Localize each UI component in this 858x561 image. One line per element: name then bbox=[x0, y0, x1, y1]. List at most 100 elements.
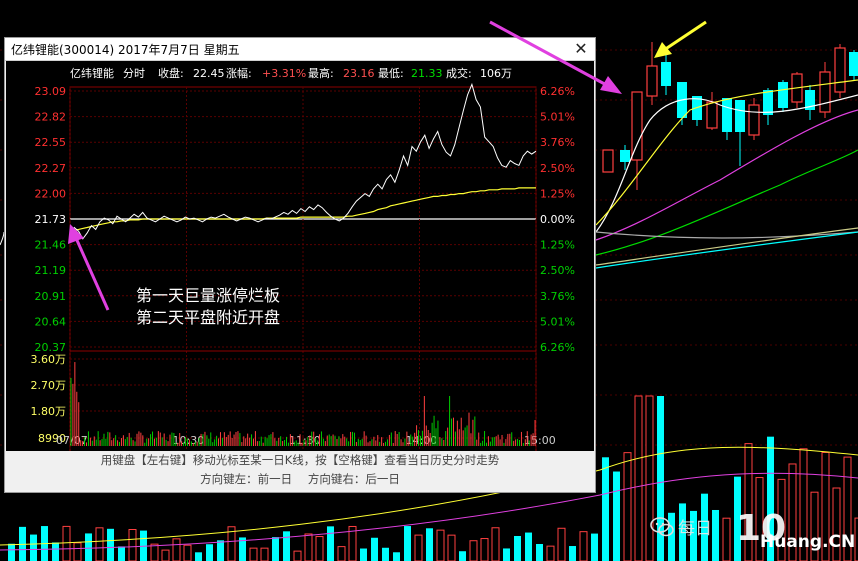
volume-bar bbox=[85, 533, 92, 561]
moving-average-line bbox=[595, 109, 858, 241]
volume-tick-label: 8990 bbox=[38, 432, 66, 445]
volume-bar bbox=[613, 471, 620, 561]
moving-average-line bbox=[0, 231, 5, 246]
candle-body bbox=[631, 91, 643, 161]
high-value: 23.16 bbox=[343, 67, 375, 80]
volume-bar bbox=[854, 517, 858, 561]
volume-bar bbox=[645, 395, 654, 561]
volume-bar bbox=[161, 549, 170, 561]
watermark-text: 每日 bbox=[678, 519, 712, 539]
moving-average-line bbox=[595, 149, 858, 256]
volume-bar bbox=[249, 547, 258, 561]
volume-bar bbox=[360, 548, 367, 561]
candle-body bbox=[819, 71, 831, 113]
hint-right: 方向键右：后一日 bbox=[307, 472, 400, 486]
dialog-title: 亿纬锂能(300014) 2017年7月7日 星期五 bbox=[11, 43, 240, 57]
candle-body bbox=[620, 150, 630, 162]
candle-body bbox=[849, 52, 858, 76]
volume-bar bbox=[447, 534, 456, 561]
low-label: 最低: bbox=[378, 67, 404, 80]
volume-bar bbox=[315, 536, 324, 561]
volume-ma-line bbox=[0, 472, 858, 551]
volume-bar bbox=[217, 540, 224, 561]
volume-tick-label: 1.80万 bbox=[31, 405, 67, 418]
volume-bar bbox=[8, 543, 15, 561]
time-tick-label: 07/07 bbox=[56, 434, 88, 447]
pct-tick-label: 1.25% bbox=[540, 239, 575, 252]
volume-bar bbox=[536, 543, 543, 561]
volume-bar bbox=[128, 528, 137, 561]
volume-bar bbox=[414, 534, 423, 561]
price-tick-label: 21.46 bbox=[35, 239, 67, 252]
volume-bar bbox=[712, 509, 719, 561]
moving-average-line bbox=[595, 227, 858, 266]
volume-bar bbox=[557, 527, 566, 561]
candle-body bbox=[834, 47, 846, 93]
price-tick-label: 20.64 bbox=[35, 315, 67, 328]
volume-bar bbox=[327, 526, 334, 561]
candle-body bbox=[763, 90, 773, 115]
volume-bar bbox=[491, 527, 500, 561]
candle-body bbox=[748, 104, 760, 136]
volume-bar bbox=[426, 528, 433, 561]
intraday-history-dialog: 亿纬锂能(300014) 2017年7月7日 星期五 ✕ 亿纬锂能 分时 收盘:… bbox=[4, 37, 596, 493]
price-tick-label: 23.09 bbox=[35, 85, 67, 98]
dialog-titlebar[interactable]: 亿纬锂能(300014) 2017年7月7日 星期五 ✕ bbox=[5, 38, 595, 61]
volume-bar bbox=[183, 544, 192, 561]
volume-bar bbox=[459, 551, 466, 561]
volume-bar bbox=[272, 537, 279, 561]
volume-bar bbox=[799, 448, 808, 561]
volume-bar bbox=[62, 525, 71, 561]
pct-tick-label: 1.25% bbox=[540, 187, 575, 200]
moving-average-line bbox=[595, 231, 858, 239]
price-tick-label: 22.27 bbox=[35, 162, 67, 175]
pct-tick-label: 3.76% bbox=[540, 136, 575, 149]
volume-bar bbox=[690, 510, 697, 561]
candle-body bbox=[661, 62, 671, 86]
volume-bar bbox=[195, 552, 202, 561]
annotation-line-2: 第二天平盘附近开盘 bbox=[136, 308, 280, 327]
volume-bar bbox=[591, 533, 598, 561]
volume-bar bbox=[95, 527, 104, 561]
volume-bar bbox=[469, 540, 478, 561]
close-button[interactable]: ✕ bbox=[574, 39, 588, 58]
volume-bar bbox=[480, 538, 489, 561]
volume-bar bbox=[734, 476, 741, 561]
price-tick-label: 21.19 bbox=[35, 264, 67, 277]
volume-bar bbox=[337, 546, 346, 561]
pct-tick-label: 2.50% bbox=[540, 264, 575, 277]
watermark: 每日 10 Huang.CN bbox=[648, 508, 855, 558]
intraday-chart: 亿纬锂能 分时 收盘: 22.45 涨幅: +3.31% 最高: 23.16 最… bbox=[31, 66, 575, 451]
volume-bar bbox=[206, 544, 213, 561]
volume-bar bbox=[227, 526, 236, 561]
pct-tick-label: 6.26% bbox=[540, 85, 575, 98]
pct-tick-label: 2.50% bbox=[540, 162, 575, 175]
watermark-number: 10 bbox=[736, 508, 787, 549]
candle-body bbox=[778, 82, 788, 108]
volume-bar bbox=[810, 491, 819, 561]
volume-bar bbox=[668, 512, 675, 561]
candle-body bbox=[706, 101, 718, 129]
price-tick-label: 22.55 bbox=[35, 136, 67, 149]
volume-bar bbox=[514, 535, 521, 561]
hint-left: 方向键左：前一日 bbox=[200, 472, 293, 486]
volume-bar bbox=[546, 545, 555, 561]
time-tick-label: 14:00 bbox=[406, 434, 438, 447]
average-price-line bbox=[69, 187, 536, 232]
candle-body bbox=[805, 90, 815, 110]
close-value: 22.45 bbox=[193, 67, 225, 80]
change-value: +3.31% bbox=[262, 67, 306, 80]
price-tick-label: 21.73 bbox=[35, 213, 67, 226]
volume-bar bbox=[304, 533, 313, 561]
volume-bar bbox=[503, 548, 510, 561]
volume-bar bbox=[634, 395, 643, 561]
volume-bar bbox=[602, 457, 609, 561]
price-tick-label: 22.00 bbox=[35, 187, 67, 200]
volume-bar bbox=[371, 537, 378, 561]
moving-average-line bbox=[595, 79, 858, 226]
annotation-line-1: 第一天巨量涨停烂板 bbox=[136, 286, 280, 305]
intraday-chart-pane[interactable]: 亿纬锂能 分时 收盘: 22.45 涨幅: +3.31% 最高: 23.16 最… bbox=[6, 61, 594, 451]
keyboard-hint: 用键盘【左右键】移动光标至某一日K线，按【空格键】查看当日历史分时走势 bbox=[100, 453, 500, 467]
volume-bar bbox=[525, 532, 532, 561]
